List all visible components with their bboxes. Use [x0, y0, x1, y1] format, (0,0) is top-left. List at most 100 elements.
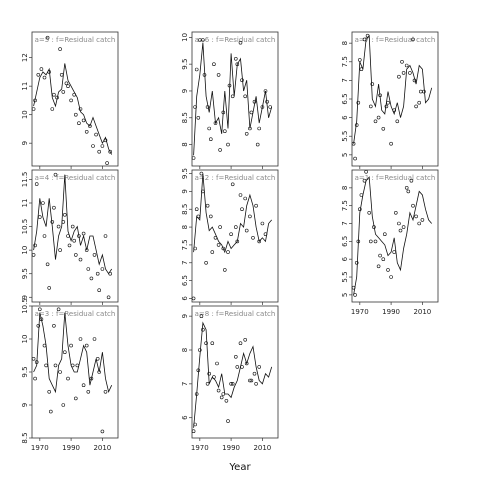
panel-frame [191, 31, 279, 167]
data-point [389, 141, 393, 146]
data-point [243, 337, 247, 342]
y-tick-label: 6.5 [181, 275, 189, 286]
data-point [100, 144, 105, 148]
data-point [61, 403, 66, 407]
data-point [373, 119, 378, 124]
data-point [351, 141, 356, 146]
data-point [86, 267, 91, 271]
data-point [384, 104, 389, 109]
data-point [63, 213, 67, 217]
data-point [212, 62, 216, 66]
data-point [414, 214, 418, 219]
data-point [224, 398, 229, 403]
data-point [221, 246, 226, 251]
fitted-line [33, 63, 113, 155]
data-point [240, 365, 244, 369]
data-point [61, 220, 66, 224]
data-point [213, 236, 218, 240]
data-point [249, 378, 254, 383]
panel-frame [31, 31, 119, 167]
x-tick-label: 2010 [93, 444, 111, 452]
data-point [397, 221, 401, 226]
data-point [47, 389, 52, 394]
data-point [84, 343, 89, 348]
data-point [33, 98, 37, 103]
data-point [196, 368, 201, 373]
data-point [88, 124, 92, 128]
data-point [400, 59, 404, 64]
data-point [31, 253, 36, 257]
y-tick-label: 10 [21, 110, 29, 119]
data-point [69, 343, 73, 348]
y-tick-label: 8.5 [181, 204, 189, 215]
data-point [359, 67, 364, 71]
fitted-line [193, 321, 273, 428]
data-point [61, 90, 66, 94]
data-point [66, 234, 70, 238]
data-point [411, 37, 415, 42]
data-point [202, 73, 207, 77]
panel-8: a=8 : f=Residual catch 6 7 8 9 1970 1990 2010 [181, 305, 279, 452]
fitted-line [33, 312, 113, 394]
data-point [223, 129, 227, 133]
data-point [194, 392, 199, 396]
data-point [58, 370, 62, 374]
y-tick-label: 9.5 [181, 59, 189, 70]
data-point [420, 218, 425, 222]
data-point [36, 73, 41, 77]
data-point [103, 389, 108, 394]
data-point [418, 89, 423, 94]
data-point [33, 243, 37, 248]
data-point [210, 341, 215, 346]
data-point [226, 419, 230, 423]
x-tick-label: 2010 [413, 308, 431, 316]
data-point [84, 130, 89, 134]
data-point [31, 356, 36, 361]
data-point [216, 243, 221, 247]
data-point [47, 70, 52, 74]
data-point [398, 228, 403, 233]
x-tick-label: 1970 [351, 308, 369, 316]
data-point [103, 234, 108, 238]
data-point [376, 264, 381, 269]
data-point [201, 327, 205, 332]
y-tick-label: 7.5 [341, 56, 349, 67]
data-point [31, 107, 36, 111]
data-point [78, 257, 83, 262]
panel-title: a=3 : f=Residual catch [35, 310, 116, 318]
data-point [351, 285, 356, 290]
data-point [194, 67, 199, 72]
data-point [373, 239, 378, 244]
data-point [234, 225, 238, 229]
data-point [223, 268, 227, 272]
data-point [209, 137, 213, 141]
data-point [263, 89, 268, 93]
data-point [268, 105, 273, 109]
data-point [240, 78, 244, 82]
data-point [86, 389, 91, 394]
data-point [41, 201, 45, 205]
data-point [392, 108, 397, 112]
data-point [95, 356, 100, 361]
data-point [45, 35, 50, 40]
data-point [255, 142, 260, 147]
y-tick-label: 8.5 [181, 112, 189, 123]
data-point [97, 149, 101, 154]
data-point [37, 307, 42, 312]
data-point [94, 132, 98, 137]
data-point [367, 211, 372, 215]
data-point [37, 215, 42, 219]
data-point [365, 33, 370, 38]
data-point [81, 118, 86, 123]
data-point [412, 78, 417, 83]
data-point [381, 257, 386, 262]
data-point [230, 381, 235, 386]
data-point [39, 317, 44, 322]
data-point [78, 337, 83, 341]
y-tick-label: 8 [181, 225, 189, 229]
panel-title: a=5 : f=Residual catch [35, 36, 116, 44]
data-point [243, 196, 247, 201]
data-point [234, 354, 238, 359]
data-point [235, 239, 240, 244]
data-point [44, 363, 48, 368]
